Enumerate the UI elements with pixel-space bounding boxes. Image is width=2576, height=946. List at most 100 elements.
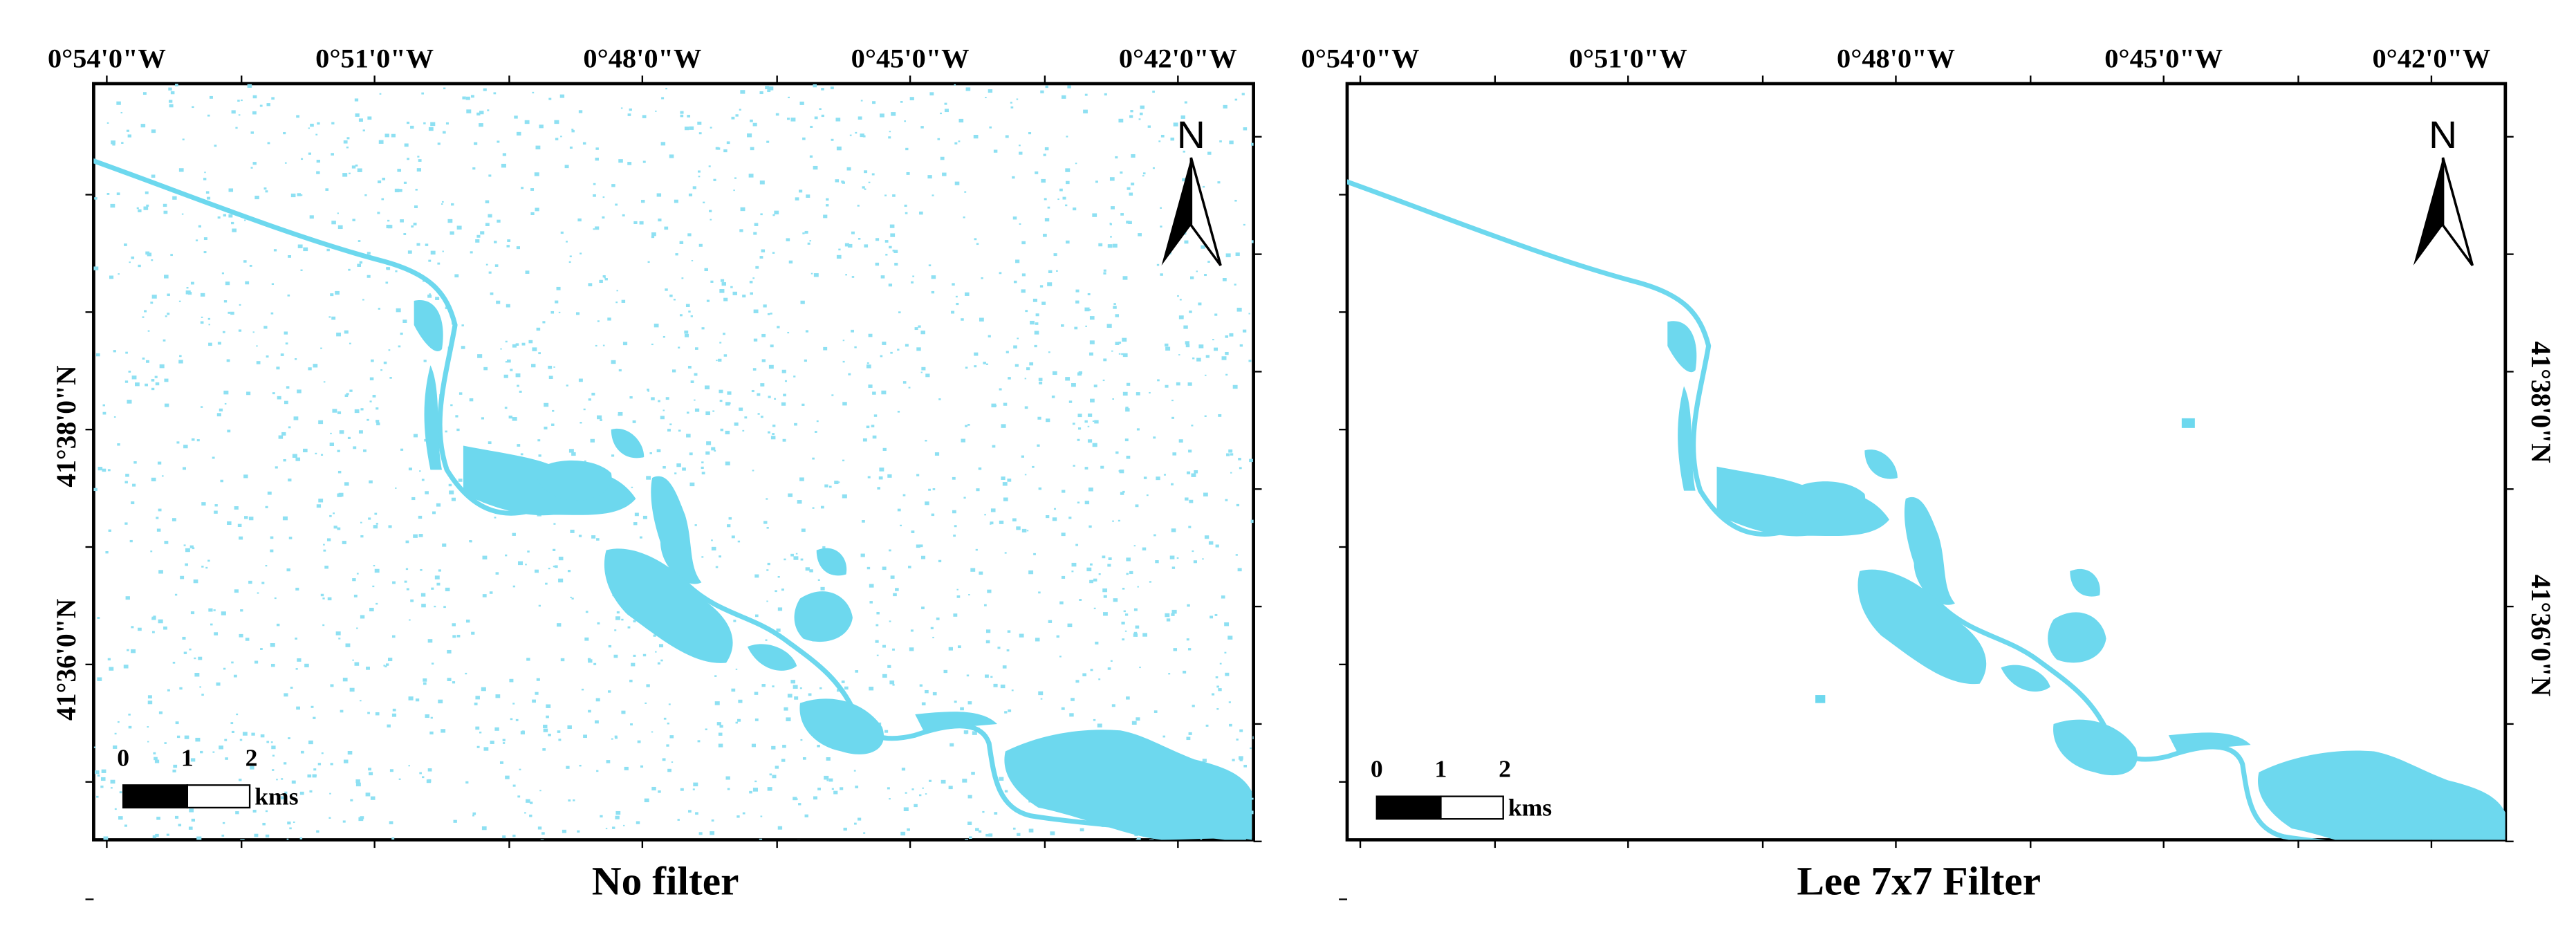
speckle-dot [371,359,374,362]
speckle-dot [286,386,290,389]
speckle-dot [163,339,166,342]
speckle-dot [350,799,353,801]
speckle-dot [434,605,436,608]
speckle-dot [608,690,611,693]
speckle-dot [352,578,356,582]
speckle-dot [976,488,980,492]
speckle-dot [736,815,740,818]
speckle-dot [948,647,954,651]
speckle-dot [892,194,896,197]
speckle-dot [965,292,970,296]
speckle-dot [199,686,201,688]
speckle-dot [821,88,824,91]
speckle-dot [754,614,759,618]
speckle-dot [1067,85,1071,89]
speckle-dot [450,231,454,235]
speckle-dot [1093,384,1097,388]
speckle-dot [786,717,791,721]
speckle-dot [517,444,521,447]
speckle-dot [284,331,288,335]
speckle-dot [666,744,669,747]
speckle-dot [1073,207,1077,211]
speckle-dot [869,601,873,604]
speckle-dot [413,434,418,438]
speckle-dot [583,734,587,739]
panel-caption: Lee 7x7 Filter [1797,859,2041,903]
speckle-dot [525,564,527,566]
speckle-dot [1204,374,1207,376]
speckle-dot [978,467,982,470]
speckle-dot [159,364,165,369]
speckle-dot [524,812,526,814]
speckle-dot [550,310,555,314]
speckle-dot [889,798,891,800]
speckle-dot [330,763,333,766]
speckle-dot [774,210,779,214]
speckle-dot [1186,471,1191,474]
speckle-dot [602,216,605,219]
speckle-dot [109,275,114,279]
speckle-dot [1149,581,1151,583]
speckle-dot [140,124,146,128]
speckle-dot [170,91,175,95]
speckle-dot [129,539,133,543]
speckle-dot [698,176,701,178]
speckle-dot [594,720,599,724]
speckle-dot [295,358,297,360]
speckle-dot [1082,673,1086,676]
speckle-dot [449,490,454,494]
speckle-dot [379,93,382,95]
speckle-dot [1047,282,1053,286]
speckle-dot [979,571,983,575]
speckle-dot [1191,425,1194,427]
speckle-dot [719,342,722,344]
speckle-dot [656,449,661,452]
speckle-dot [1118,519,1120,522]
speckle-dot [158,619,163,624]
speckle-dot [1118,341,1122,344]
speckle-dot [297,658,302,662]
speckle-dot [231,730,234,733]
speckle-dot [1171,399,1174,402]
speckle-dot [1208,541,1214,545]
speckle-dot [505,340,508,343]
speckle-dot [164,275,169,279]
speckle-dot [548,734,551,736]
speckle-dot [411,497,416,501]
speckle-dot [461,346,465,349]
speckle-dot [595,226,600,230]
speckle-dot [142,358,145,360]
speckle-dot [299,837,303,840]
speckle-dot [190,281,194,285]
speckle-dot [181,213,184,215]
speckle-dot [777,826,783,830]
speckle-dot [860,553,865,557]
scale-label: 2 [245,745,258,772]
speckle-dot [188,826,193,830]
speckle-dot [887,665,891,668]
scale-label: 0 [117,745,129,772]
speckle-dot [416,243,420,246]
speckle-dot [395,270,398,272]
speckle-dot [142,92,147,95]
speckle-dot [672,369,676,373]
speckle-dot [956,302,959,306]
speckle-dot [487,109,490,111]
speckle-dot [427,639,433,643]
speckle-dot [196,439,200,442]
speckle-dot [251,732,255,736]
speckle-dot [530,212,535,216]
speckle-dot [221,272,224,275]
speckle-dot [219,745,223,750]
speckle-dot [868,384,873,388]
speckle-dot [940,779,946,784]
speckle-dot [1090,398,1095,402]
speckle-dot [485,263,488,266]
speckle-dot [331,122,335,124]
speckle-dot [482,594,487,597]
speckle-dot [270,549,274,553]
speckle-dot [1186,736,1191,741]
speckle-dot [1089,352,1093,356]
scale-label: 1 [1435,756,1447,783]
speckle-dot [505,775,510,779]
